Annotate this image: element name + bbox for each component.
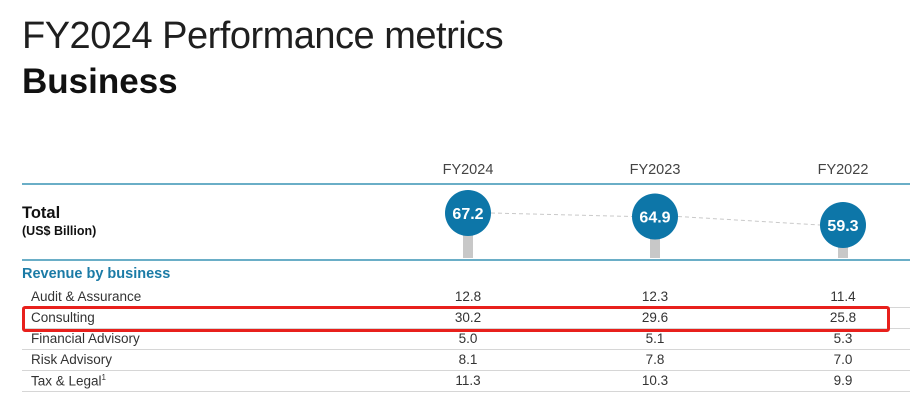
- table-cell: 30.2: [454, 310, 482, 325]
- table-cell: 11.3: [455, 373, 481, 388]
- table-cell: 7.0: [833, 352, 853, 367]
- column-header-fy2022: FY2022: [817, 162, 869, 178]
- total-bubble: [445, 190, 491, 236]
- table-cell: 9.9: [833, 373, 853, 388]
- row-label-financial-advisory: Financial Advisory: [31, 331, 140, 346]
- row-divider: [22, 370, 910, 371]
- page-title: FY2024 Performance metrics: [22, 15, 504, 57]
- table-cell: 5.3: [833, 331, 853, 346]
- row-divider: [22, 349, 910, 350]
- total-value-label: 64.9: [639, 209, 670, 226]
- header-rule: [22, 183, 910, 185]
- total-value-label: 67.2: [452, 206, 483, 223]
- trend-connector: [490, 212, 633, 217]
- row-label-text: Tax & Legal: [31, 373, 102, 389]
- column-header-fy2024: FY2024: [442, 162, 494, 178]
- total-label: Total: [22, 204, 61, 222]
- trend-connector: [677, 215, 821, 226]
- page-subtitle: Business: [22, 62, 178, 101]
- section-heading: Revenue by business: [22, 266, 171, 282]
- total-bubble: [632, 193, 678, 240]
- table-cell: 29.6: [641, 310, 669, 325]
- consulting-row-highlight: [22, 306, 890, 332]
- row-label-consulting: Consulting: [31, 310, 95, 325]
- row-label-risk-advisory: Risk Advisory: [31, 352, 113, 367]
- total-unit-label: (US$ Billion): [22, 224, 97, 238]
- row-divider: [22, 391, 910, 392]
- footnote-marker: 1: [101, 373, 106, 382]
- row-label-audit-assurance: Audit & Assurance: [31, 289, 142, 304]
- section-rule: [22, 259, 910, 261]
- table-cell: 10.3: [641, 373, 669, 388]
- table-cell: 8.1: [458, 352, 478, 367]
- table-cell: 12.8: [454, 289, 482, 304]
- table-cell: 25.8: [829, 310, 857, 325]
- row-divider: [22, 328, 910, 329]
- table-cell: 5.1: [645, 331, 665, 346]
- column-header-fy2023: FY2023: [629, 162, 681, 178]
- total-bubble-chart: 67.2 64.9 59.3: [445, 190, 866, 258]
- table-cell: 7.8: [645, 352, 665, 367]
- table-cell: 11.4: [830, 289, 856, 304]
- row-label-tax-legal: Tax & Legal1: [31, 373, 106, 389]
- table-cell: 12.3: [641, 289, 669, 304]
- total-value-label: 59.3: [827, 218, 858, 235]
- total-bubble: [820, 202, 866, 248]
- table-cell: 5.0: [458, 331, 478, 346]
